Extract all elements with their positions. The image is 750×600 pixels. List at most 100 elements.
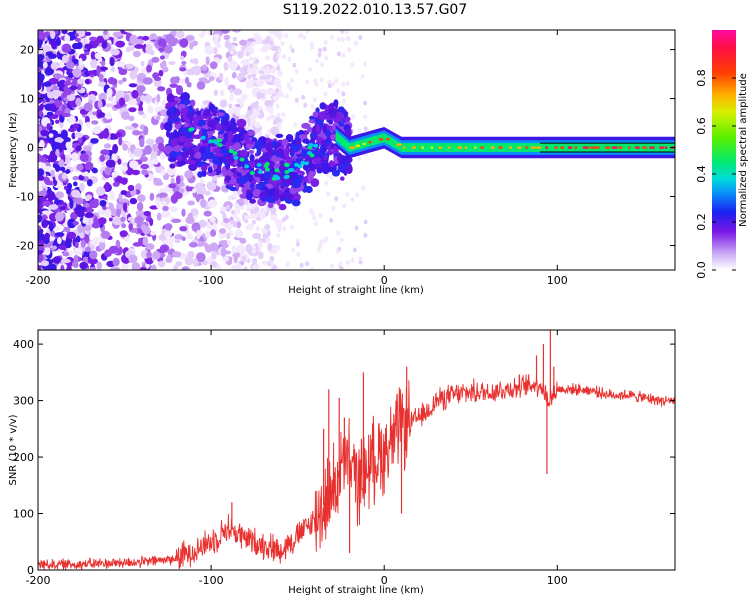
spectrogram-cell xyxy=(89,239,100,246)
spectrogram-cell xyxy=(344,30,349,35)
spectrogram-cell xyxy=(190,208,199,216)
snr-panel: -200 -100 0 100 0 100 200 300 400 Height of stra… xyxy=(8,329,676,596)
spectrogram-cell xyxy=(283,148,290,159)
spectrogram-cell xyxy=(231,245,237,254)
spectrogram-cell xyxy=(291,199,301,207)
spectrogram-cell xyxy=(345,192,350,197)
spectrogram-cell xyxy=(108,245,119,254)
spectrogram-cell xyxy=(170,138,178,147)
spectrogram-cell xyxy=(200,135,206,140)
spectrogram-cell xyxy=(88,114,97,120)
spectrogram-cell xyxy=(120,165,128,172)
spectrogram-cell xyxy=(212,156,220,165)
spectrogram-cell xyxy=(142,35,150,41)
spectrogram-cell xyxy=(66,264,72,270)
spectrogram-cell xyxy=(66,231,77,240)
spectrogram-cell xyxy=(38,214,43,223)
spectrogram-cell xyxy=(115,132,122,138)
spectrogram-cell xyxy=(181,236,186,241)
spectrogram-cell xyxy=(185,118,191,124)
spectrogram-cell xyxy=(247,173,254,183)
spectrogram-cell xyxy=(358,35,363,40)
spectrogram-cell xyxy=(118,97,126,107)
snr-line xyxy=(38,373,675,570)
spectrogram-cell xyxy=(74,33,79,38)
spectrogram-cell xyxy=(221,166,227,176)
spectrogram-cell xyxy=(166,130,170,138)
spectrogram-cell xyxy=(204,45,214,55)
spectrogram-cell xyxy=(298,134,308,140)
spectrogram-cell xyxy=(122,143,128,151)
spectrogram-cell xyxy=(85,121,91,128)
spectrogram-cell xyxy=(649,146,655,149)
spectrogram-cell xyxy=(285,134,294,143)
spectrogram-cell xyxy=(229,88,234,94)
spectrogram-cell xyxy=(264,99,274,107)
spectrogram-cell xyxy=(112,31,123,37)
spectrogram-cell xyxy=(308,67,313,72)
spectrogram-cell xyxy=(285,262,290,268)
spectrogram-cell xyxy=(47,153,58,163)
spectrogram-cell xyxy=(345,260,350,265)
spectrogram-cell xyxy=(269,255,275,262)
spectrogram-cell xyxy=(203,242,209,248)
spectrogram-cell xyxy=(411,146,416,149)
spectrogram-cell xyxy=(146,251,152,259)
spectrogram-cell xyxy=(336,230,341,236)
spectrogram-cell xyxy=(85,194,92,200)
spectrogram-cell xyxy=(246,189,253,194)
spectrogram-cell xyxy=(128,83,138,88)
spectrogram-cell xyxy=(47,263,57,270)
spectrogram-cell xyxy=(350,62,355,68)
spectrogram-cell xyxy=(280,183,286,190)
spectrogram-cell xyxy=(343,116,351,122)
spectrogram-cell xyxy=(213,89,218,96)
spectrogram-cell xyxy=(112,216,121,226)
spectrogram-cell xyxy=(233,106,238,111)
spectrogram-cell xyxy=(201,64,208,71)
spectrogram-cell xyxy=(320,158,326,164)
spectrogram-cell xyxy=(269,114,277,120)
spectrogram-cell xyxy=(280,41,285,46)
spectrogram-cell xyxy=(42,200,51,206)
spectrogram-cell xyxy=(267,242,273,252)
spectrogram-cell xyxy=(228,113,233,119)
spectrogram-cell xyxy=(517,146,522,149)
spectrogram-cell xyxy=(187,212,194,222)
spectrogram-cell xyxy=(275,267,280,270)
spectrogram-cell xyxy=(320,62,325,68)
spectrogram-cell xyxy=(95,186,106,196)
colorbar-tick-label: 0.0 xyxy=(695,261,708,279)
spectrogram-cell xyxy=(41,219,49,228)
spectrogram-cell xyxy=(236,230,243,238)
spectrogram-cell xyxy=(115,40,125,48)
spectrogram-cell xyxy=(257,170,263,174)
spectrogram-cell xyxy=(251,73,256,79)
spectrogram-cell xyxy=(185,76,190,84)
spectrogram-cell xyxy=(293,122,298,128)
spectrogram-cell xyxy=(354,40,359,46)
spectrogram-cell xyxy=(84,224,92,232)
spectrogram-cell xyxy=(341,98,346,104)
spectrogram-cell xyxy=(317,152,326,157)
spectrogram-cell xyxy=(243,266,248,270)
spectrogram-cell xyxy=(589,146,596,149)
spectrogram-cell xyxy=(490,146,495,149)
spectrogram-cell xyxy=(38,253,44,263)
spectrogram-cell xyxy=(80,239,87,248)
spectrogram-cell xyxy=(276,53,281,59)
spectrogram-cell xyxy=(292,62,297,68)
spectrogram-cell xyxy=(203,109,211,117)
spectrogram-cell xyxy=(276,66,281,72)
spectrogram-cell xyxy=(248,149,255,154)
spectrogram-cell xyxy=(157,260,166,268)
spectrogram-cell xyxy=(188,163,198,171)
spectrogram-cell xyxy=(46,111,54,117)
spectrogram-cell xyxy=(72,176,79,181)
spectrogram-cell xyxy=(340,155,348,165)
spectrogram-cell xyxy=(44,67,55,76)
spectrogram-cell xyxy=(223,61,229,71)
spectrogram-cell xyxy=(71,80,77,88)
spectrogram-cell xyxy=(270,214,275,220)
